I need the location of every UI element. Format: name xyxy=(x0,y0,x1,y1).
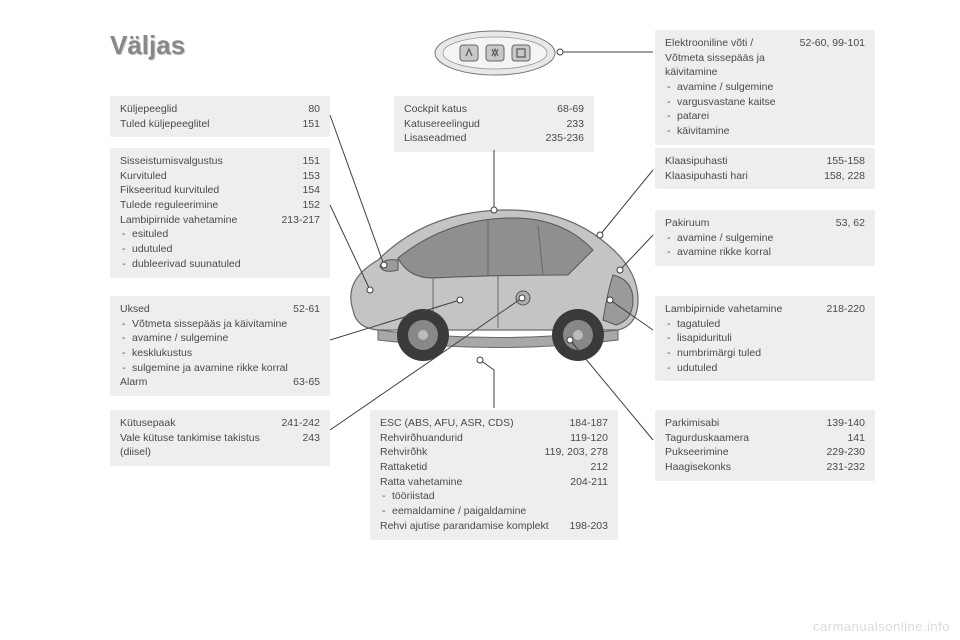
watermark: carmanualsonline.info xyxy=(813,619,950,634)
leader-lines xyxy=(0,0,960,640)
